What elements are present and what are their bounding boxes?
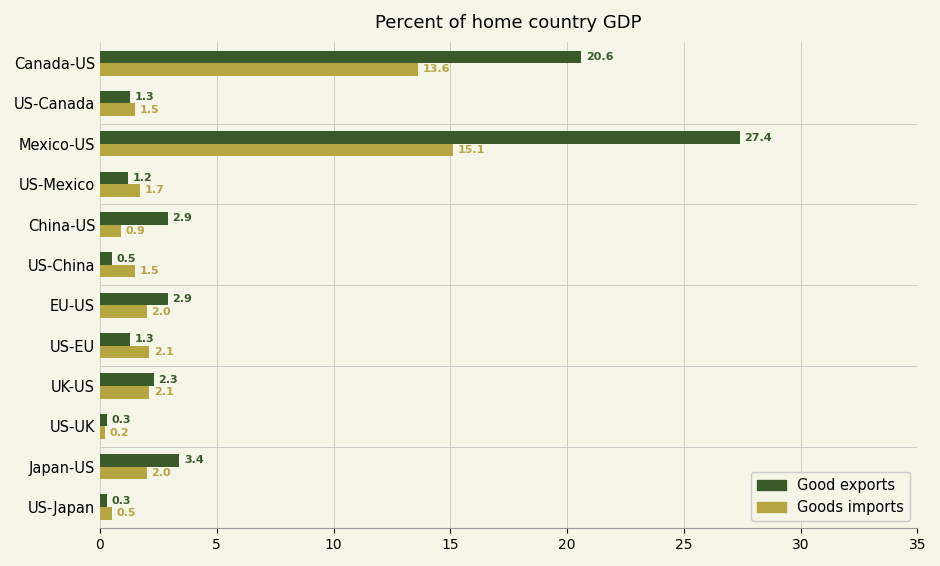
Bar — [100, 131, 740, 144]
Text: 1.3: 1.3 — [135, 335, 155, 344]
Text: 1.5: 1.5 — [140, 105, 159, 115]
Text: 15.1: 15.1 — [457, 145, 485, 155]
Bar — [100, 454, 180, 467]
Legend: Good exports, Goods imports: Good exports, Goods imports — [751, 472, 910, 521]
Bar — [100, 104, 135, 116]
Text: 1.7: 1.7 — [145, 186, 164, 195]
Bar — [100, 212, 167, 225]
Bar — [100, 91, 131, 104]
Text: 2.0: 2.0 — [151, 307, 171, 316]
Bar — [100, 333, 131, 346]
Bar — [100, 374, 154, 386]
Text: 27.4: 27.4 — [744, 132, 772, 143]
Text: 0.3: 0.3 — [112, 496, 132, 506]
Text: 2.1: 2.1 — [154, 387, 174, 397]
Text: 0.3: 0.3 — [112, 415, 132, 425]
Text: 2.1: 2.1 — [154, 347, 174, 357]
Text: 0.5: 0.5 — [117, 508, 136, 518]
Bar — [100, 171, 128, 184]
Text: 20.6: 20.6 — [586, 52, 613, 62]
Title: Percent of home country GDP: Percent of home country GDP — [375, 14, 642, 32]
Text: 0.2: 0.2 — [109, 427, 129, 438]
Bar — [100, 426, 104, 439]
Text: 2.3: 2.3 — [158, 375, 178, 385]
Bar — [100, 252, 112, 265]
Bar — [100, 293, 167, 305]
Bar — [100, 50, 581, 63]
Text: 2.9: 2.9 — [172, 213, 193, 223]
Bar — [100, 144, 453, 156]
Text: 1.2: 1.2 — [133, 173, 152, 183]
Text: 0.5: 0.5 — [117, 254, 136, 264]
Bar — [100, 467, 147, 479]
Bar — [100, 305, 147, 318]
Text: 2.9: 2.9 — [172, 294, 193, 304]
Text: 3.4: 3.4 — [184, 456, 204, 465]
Text: 2.0: 2.0 — [151, 468, 171, 478]
Bar — [100, 63, 417, 76]
Bar — [100, 414, 107, 426]
Text: 1.5: 1.5 — [140, 266, 159, 276]
Bar — [100, 346, 149, 358]
Bar — [100, 495, 107, 507]
Bar — [100, 225, 121, 237]
Text: 1.3: 1.3 — [135, 92, 155, 102]
Text: 0.9: 0.9 — [126, 226, 146, 236]
Text: 13.6: 13.6 — [422, 65, 449, 74]
Bar — [100, 265, 135, 277]
Bar — [100, 507, 112, 520]
Bar — [100, 386, 149, 398]
Bar — [100, 184, 140, 197]
